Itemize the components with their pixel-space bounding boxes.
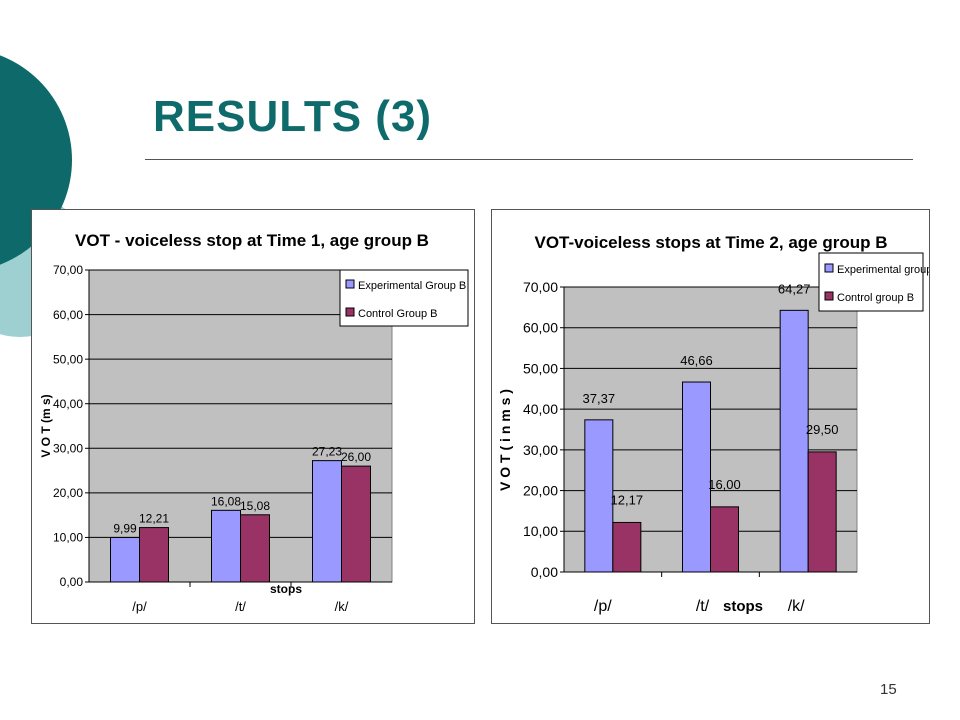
title-divider	[145, 159, 913, 160]
chart1-y-tick-label: 70,00	[53, 263, 83, 277]
chart-time2: VOT-voiceless stops at Time 2, age group…	[491, 209, 930, 624]
chart1-legend-label: Control Group B	[358, 308, 437, 320]
chart1-data-label: 9,99	[113, 521, 137, 535]
chart2-bar-experimental	[584, 419, 614, 573]
chart2-y-tick-label: 0,00	[531, 564, 558, 580]
chart1-y-tick-label: 60,00	[53, 308, 83, 322]
chart2-title: VOT-voiceless stops at Time 2, age group…	[534, 233, 887, 252]
chart1-y-tick-label: 50,00	[53, 352, 83, 366]
chart2-data-label: 29,50	[806, 422, 839, 437]
chart2-y-tick-label: 30,00	[523, 442, 558, 458]
chart1-legend-swatch	[345, 307, 355, 317]
chart2-y-tick-label: 10,00	[523, 523, 558, 539]
chart1-category-label: /k/	[335, 599, 349, 614]
chart2-y-tick-label: 70,00	[523, 279, 558, 295]
chart2-legend-label: Experimental group B	[837, 264, 929, 276]
chart2-data-label: 12,17	[611, 492, 644, 507]
chart2-data-label: 37,37	[583, 391, 616, 406]
chart1-category-label: /t/	[235, 599, 246, 614]
chart2-category-label: /p/	[594, 598, 612, 615]
chart1-category-label: /p/	[132, 599, 147, 614]
chart2-y-tick-label: 40,00	[523, 401, 558, 417]
chart-time1-svg: VOT - voiceless stop at Time 1, age grou…	[39, 231, 469, 614]
chart2-data-label: 64,27	[778, 281, 811, 296]
chart2-y-tick-label: 50,00	[523, 360, 558, 376]
chart-time1: VOT - voiceless stop at Time 1, age grou…	[31, 209, 475, 624]
chart2-category-label: /k/	[788, 598, 805, 615]
chart2-legend	[818, 252, 924, 312]
page-number: 15	[880, 681, 897, 698]
chart1-legend-label: Experimental Group B	[358, 280, 466, 292]
chart1-y-tick-label: 10,00	[53, 531, 83, 545]
chart-time2-svg: VOT-voiceless stops at Time 2, age group…	[497, 233, 929, 615]
chart1-x-axis-label: stops	[270, 582, 302, 596]
chart1-data-label: 12,21	[139, 512, 169, 526]
chart2-y-tick-label: 20,00	[523, 482, 558, 498]
chart2-y-axis-label: V O T ( i n m s )	[497, 389, 513, 491]
chart1-bar-control	[139, 527, 169, 583]
chart1-y-axis-label: V O T (m s)	[39, 394, 53, 457]
slide-title: RESULTS (3)	[153, 92, 433, 141]
chart1-bar-experimental	[312, 460, 342, 583]
chart2-bar-control	[710, 506, 739, 573]
chart1-y-tick-label: 20,00	[53, 486, 83, 500]
chart2-bar-experimental	[682, 381, 711, 573]
chart2-bar-experimental	[779, 309, 809, 573]
chart1-y-tick-label: 40,00	[53, 397, 83, 411]
chart1-data-label: 16,08	[211, 494, 241, 508]
chart2-data-label: 16,00	[708, 477, 741, 492]
chart1-y-tick-label: 0,00	[60, 575, 84, 589]
chart2-x-axis-label: stops	[723, 598, 763, 615]
chart1-legend-swatch	[345, 279, 355, 289]
chart2-bar-control	[612, 521, 642, 573]
chart2-legend-swatch	[824, 291, 834, 301]
chart1-legend	[339, 269, 469, 327]
chart1-data-label: 26,00	[341, 450, 371, 464]
chart1-bar-control	[341, 465, 371, 583]
chart2-legend-swatch	[824, 263, 834, 273]
chart2-category-label: /t/	[696, 598, 710, 615]
chart2-legend-label: Control group B	[837, 292, 914, 304]
chart2-bar-control	[807, 451, 837, 573]
chart1-y-tick-label: 30,00	[53, 441, 83, 455]
chart1-bar-experimental	[110, 536, 140, 583]
chart1-data-label: 27,23	[312, 445, 342, 459]
chart2-y-tick-label: 60,00	[523, 320, 558, 336]
chart1-data-label: 15,08	[240, 499, 270, 513]
chart1-bar-experimental	[211, 509, 241, 583]
chart1-bar-control	[240, 514, 270, 583]
chart1-title: VOT - voiceless stop at Time 1, age grou…	[75, 231, 429, 250]
chart2-data-label: 46,66	[680, 353, 713, 368]
